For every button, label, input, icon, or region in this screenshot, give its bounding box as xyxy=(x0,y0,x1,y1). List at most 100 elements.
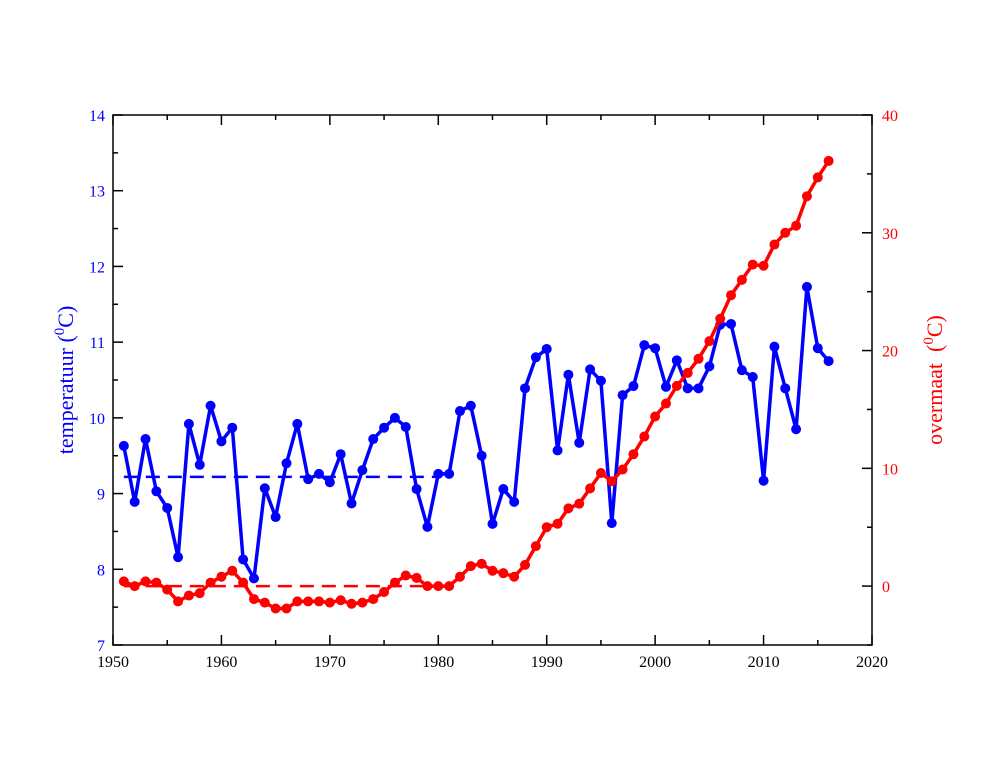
overmaat-point xyxy=(780,227,791,238)
x-tick-label: 2010 xyxy=(748,654,780,671)
overmaat-point xyxy=(595,468,606,479)
overmaat-point xyxy=(444,581,455,592)
overmaat-point xyxy=(498,568,509,579)
temperatuur-point xyxy=(509,496,520,507)
overmaat-point xyxy=(324,597,335,608)
overmaat-point xyxy=(823,155,834,166)
y-axis-label-text: temperatuur ( xyxy=(53,335,78,454)
temperatuur-point xyxy=(129,496,140,507)
x-tick-label: 1970 xyxy=(314,654,346,671)
temperatuur-point xyxy=(498,484,509,495)
overmaat-point xyxy=(411,572,422,583)
temperatuur-point xyxy=(400,421,411,432)
temperatuur-point xyxy=(346,498,357,509)
temperatuur-point xyxy=(791,424,802,435)
overmaat-point xyxy=(563,503,574,514)
overmaat-point xyxy=(227,565,238,576)
overmaat-point xyxy=(660,398,671,409)
temperatuur-point xyxy=(248,573,259,584)
overmaat-point xyxy=(357,597,368,608)
overmaat-point xyxy=(812,172,823,183)
temperatuur-point xyxy=(520,383,531,394)
overmaat-point xyxy=(303,596,314,607)
overmaat-point xyxy=(292,596,303,607)
plot-frame xyxy=(112,114,873,646)
y2-axis-label-sup: 0 xyxy=(921,337,937,345)
temperatuur-point xyxy=(454,406,465,417)
temperatuur-point xyxy=(335,449,346,460)
overmaat-point xyxy=(552,518,563,529)
y-tick-label: 9 xyxy=(97,487,105,504)
temperatuur-point xyxy=(650,343,661,354)
overmaat-point xyxy=(704,336,715,347)
temperatuur-point xyxy=(465,400,476,411)
temperatuur-point xyxy=(411,484,422,495)
temperatuur-point xyxy=(780,383,791,394)
overmaat-point xyxy=(118,576,129,587)
temperatuur-point xyxy=(118,440,129,451)
y-axis-label-sup: 0 xyxy=(52,328,68,336)
temperatuur-point xyxy=(433,468,444,479)
overmaat-point xyxy=(693,353,704,364)
temperatuur-point xyxy=(444,468,455,479)
overmaat-point xyxy=(379,587,390,597)
overmaat-point xyxy=(758,260,769,271)
overmaat-point xyxy=(747,259,758,270)
overmaat-point xyxy=(639,431,650,442)
reference-lines xyxy=(123,475,439,588)
temperatuur-point xyxy=(216,436,227,447)
temperatuur-point xyxy=(173,552,184,563)
temperatuur-point xyxy=(476,450,487,461)
temperatuur-point xyxy=(747,371,758,382)
temperatuur-point xyxy=(259,483,270,494)
temperatuur-point xyxy=(639,340,650,351)
overmaat-point xyxy=(216,571,227,582)
temperatuur-point xyxy=(541,343,552,354)
temperatuur-point xyxy=(823,356,834,367)
y-tick-label: 7 xyxy=(97,638,105,655)
overmaat-point xyxy=(628,449,639,460)
y2-tick-label: 20 xyxy=(882,344,898,361)
temperatuur-point xyxy=(574,437,585,448)
temperatuur-point xyxy=(183,418,194,429)
overmaat-point xyxy=(454,571,465,582)
temperatuur-point xyxy=(205,400,216,411)
temperatuur-point xyxy=(585,364,596,375)
temperatuur-point xyxy=(693,383,704,394)
temperatuur-point xyxy=(617,390,628,401)
overmaat-point xyxy=(194,588,205,599)
temperatuur-point xyxy=(595,375,606,386)
temperatuur-point xyxy=(389,412,400,423)
y-tick-label: 12 xyxy=(89,259,105,276)
y2-tick-label: 10 xyxy=(882,461,898,478)
x-tick-label: 1960 xyxy=(205,654,237,671)
temperatuur-point xyxy=(736,365,747,376)
temperatuur-point xyxy=(769,341,780,352)
temperatuur-point xyxy=(812,343,823,354)
overmaat-point xyxy=(541,522,552,533)
overmaat-point xyxy=(769,239,780,250)
y-tick-label: 13 xyxy=(89,184,105,201)
y-axis-label-unit: C) xyxy=(53,306,78,328)
overmaat-point xyxy=(585,483,596,494)
overmaat-point xyxy=(791,220,802,231)
axis-ticks: 1950 1960 1970 1980 1990 2000 2010 202078910111… xyxy=(89,108,898,671)
overmaat-point xyxy=(281,603,292,614)
overmaat-point xyxy=(487,565,498,576)
x-tick-label: 2000 xyxy=(639,654,671,671)
overmaat-point xyxy=(671,380,682,391)
temperatuur-point xyxy=(303,474,314,485)
overmaat-point xyxy=(715,313,726,324)
temperatuur-point xyxy=(563,369,574,380)
overmaat-point xyxy=(248,594,259,605)
temperatuur-point xyxy=(801,281,812,292)
overmaat-point xyxy=(173,596,184,607)
overmaat-point xyxy=(726,290,737,301)
temperatuur-point xyxy=(530,352,541,363)
overmaat-point xyxy=(433,581,444,592)
overmaat-point xyxy=(368,594,379,605)
overmaat-point xyxy=(650,411,661,422)
temperatuur-line xyxy=(122,285,830,581)
temperatuur-point xyxy=(628,381,639,392)
